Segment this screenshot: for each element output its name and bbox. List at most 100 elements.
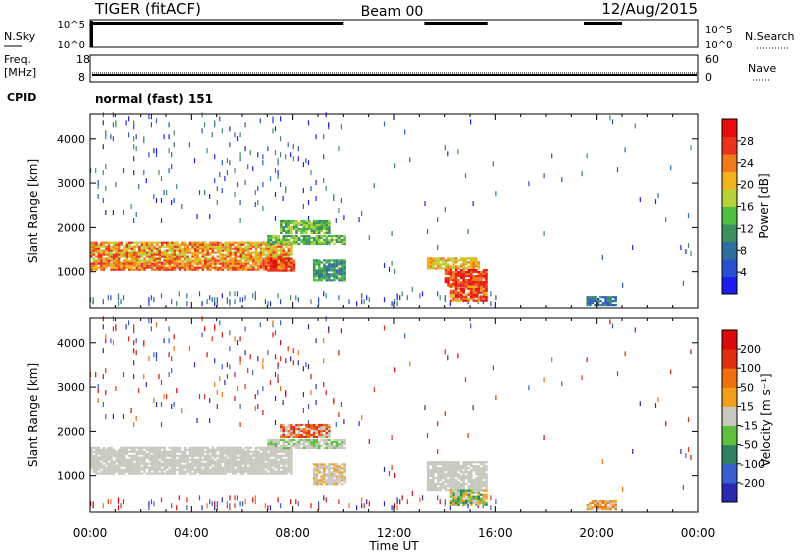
data-cell [173, 257, 177, 260]
data-cell [191, 268, 194, 271]
data-cell [166, 464, 169, 467]
data-cell [198, 464, 202, 467]
data-cell [140, 456, 144, 459]
data-cell [318, 467, 321, 470]
data-cell [282, 431, 286, 434]
data-cell [138, 452, 141, 455]
data-cell [383, 121, 386, 127]
data-cell [480, 287, 483, 290]
data-cell [302, 221, 306, 225]
data-cell [333, 465, 336, 468]
data-cell [242, 468, 245, 471]
data-cell [221, 266, 225, 269]
data-cell [596, 508, 600, 511]
data-cell [452, 261, 455, 264]
data-cell [191, 468, 194, 471]
velocity-plot-area [90, 318, 698, 512]
data-cell [391, 505, 393, 511]
data-cell [330, 471, 334, 474]
data-cell [244, 249, 248, 252]
data-cell [214, 468, 217, 471]
data-cell [244, 264, 248, 267]
data-cell [274, 269, 278, 272]
data-cell [133, 136, 135, 142]
data-cell [292, 144, 294, 150]
data-cell [107, 262, 111, 265]
data-cell [312, 435, 316, 438]
data-cell [181, 460, 184, 463]
data-cell [236, 182, 239, 188]
data-cell [158, 456, 161, 459]
data-cell [616, 371, 619, 377]
data-cell [280, 444, 283, 448]
data-cell [328, 427, 331, 431]
data-cell [133, 446, 136, 449]
data-cell [280, 466, 283, 469]
data-cell [153, 262, 156, 265]
data-cell [239, 297, 241, 303]
data-cell [181, 249, 184, 252]
data-cell [160, 268, 164, 271]
data-cell [130, 466, 134, 469]
data-cell [302, 225, 306, 229]
data-cell [150, 268, 154, 271]
data-cell [470, 269, 473, 272]
data-cell [130, 268, 134, 271]
data-cell [107, 241, 111, 244]
data-cell [267, 146, 269, 152]
data-cell [236, 264, 240, 267]
data-cell [254, 462, 258, 465]
data-cell [133, 348, 135, 354]
data-cell [90, 245, 93, 248]
nsky-segment [424, 22, 488, 25]
data-cell [92, 458, 96, 461]
data-cell [97, 257, 101, 260]
data-cell [482, 281, 486, 284]
data-cell [191, 466, 194, 469]
data-cell [249, 472, 253, 475]
data-cell [249, 450, 253, 453]
colorbar-tick-label: 8 [740, 244, 747, 257]
data-cell [485, 503, 488, 506]
data-cell [307, 240, 311, 244]
data-cell [90, 297, 92, 303]
data-cell [264, 245, 268, 248]
data-cell [244, 460, 248, 463]
data-cell [340, 238, 344, 242]
data-cell [166, 466, 169, 469]
data-cell [247, 266, 250, 269]
data-cell [320, 483, 324, 486]
data-cell [264, 466, 268, 469]
data-cell [657, 193, 659, 199]
data-cell [335, 463, 339, 466]
data-cell [277, 263, 281, 266]
data-cell [229, 299, 231, 305]
data-cell [160, 264, 164, 267]
data-cell [274, 251, 278, 254]
data-cell [267, 242, 270, 246]
data-cell [480, 489, 483, 492]
data-cell [171, 454, 174, 457]
data-cell [264, 267, 268, 270]
data-cell [437, 475, 440, 478]
data-cell [449, 495, 453, 498]
data-cell [464, 477, 468, 480]
data-cell [221, 128, 223, 134]
data-cell [105, 262, 108, 265]
data-cell [226, 374, 228, 380]
data-cell [300, 227, 303, 230]
data-cell [480, 297, 483, 300]
data-cell [454, 269, 458, 272]
data-cell [328, 475, 331, 478]
data-cell [150, 249, 154, 252]
data-cell [214, 472, 217, 475]
data-cell [280, 456, 283, 459]
data-cell [475, 285, 478, 288]
data-cell [285, 251, 288, 254]
data-cell [158, 466, 161, 469]
power-y-label: Slant Range [km] [26, 159, 40, 263]
data-cell [470, 503, 473, 506]
data-cell [201, 241, 205, 244]
data-cell [122, 464, 126, 467]
